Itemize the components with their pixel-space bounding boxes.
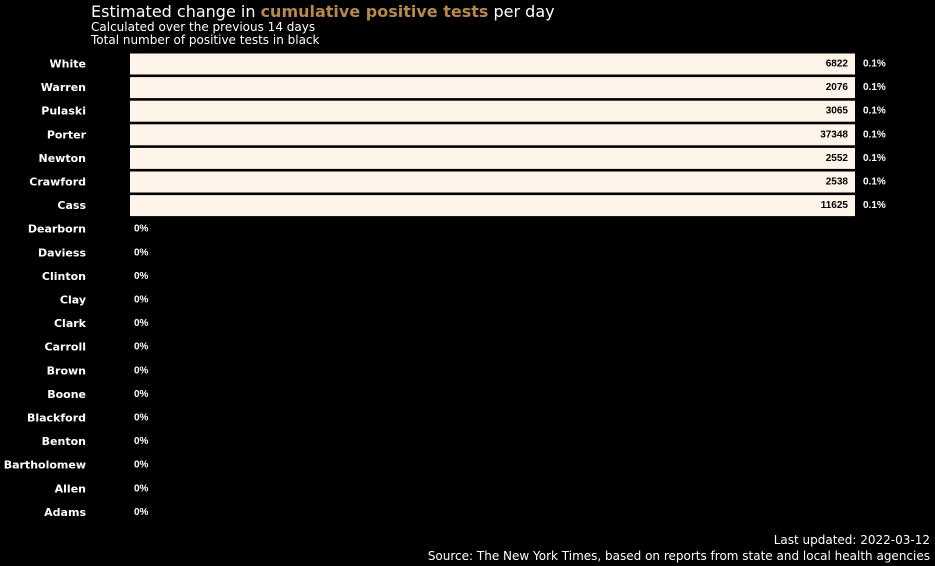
chart-subtitle-secondary: Total number of positive tests in black xyxy=(91,33,320,47)
category-label: Pulaski xyxy=(41,105,86,118)
category-label: Warren xyxy=(41,81,86,94)
value-label: 0% xyxy=(134,271,149,282)
value-label: 0% xyxy=(134,460,149,471)
category-label: Dearborn xyxy=(28,223,86,236)
value-label: 0% xyxy=(134,507,149,518)
category-label: Boone xyxy=(47,388,86,401)
bar xyxy=(130,77,855,99)
category-label: Crawford xyxy=(29,176,86,189)
value-label: 0% xyxy=(134,436,149,447)
value-label: 0.1% xyxy=(863,129,886,140)
category-label: Clark xyxy=(54,317,87,330)
value-label: 0% xyxy=(134,365,149,376)
bar xyxy=(130,195,855,217)
source-note: Source: The New York Times, based on rep… xyxy=(427,549,930,563)
category-label: White xyxy=(50,58,86,71)
total-label: 2538 xyxy=(826,177,849,188)
value-label: 0% xyxy=(134,295,149,306)
value-label: 0% xyxy=(134,318,149,329)
value-label: 0.1% xyxy=(863,177,886,188)
chart-subtitle: Calculated over the previous 14 days xyxy=(91,20,316,34)
chart-header: Estimated change in cumulative positive … xyxy=(91,2,555,47)
value-label: 0.1% xyxy=(863,153,886,164)
category-label: Bartholomew xyxy=(4,459,86,472)
category-label: Clay xyxy=(60,294,86,307)
chart-title: Estimated change in cumulative positive … xyxy=(91,2,555,21)
total-label: 6822 xyxy=(826,59,849,70)
value-label: 0.1% xyxy=(863,106,886,117)
category-label: Brown xyxy=(47,364,86,377)
category-label: Benton xyxy=(42,435,86,448)
title-suffix: per day xyxy=(488,2,555,21)
category-label: Daviess xyxy=(38,246,87,259)
category-label: Adams xyxy=(44,506,86,519)
category-label: Newton xyxy=(39,152,86,165)
category-label: Allen xyxy=(55,482,86,495)
category-label: Carroll xyxy=(45,341,86,354)
title-prefix: Estimated change in xyxy=(91,2,261,21)
total-label: 2076 xyxy=(826,82,849,93)
category-label: Clinton xyxy=(42,270,86,283)
value-label: 0% xyxy=(134,389,149,400)
category-label: Cass xyxy=(57,199,86,212)
total-label: 2552 xyxy=(826,153,849,164)
bar xyxy=(130,100,855,122)
value-label: 0.1% xyxy=(863,82,886,93)
value-label: 0% xyxy=(134,483,149,494)
title-highlight: cumulative positive tests xyxy=(260,2,489,21)
bar xyxy=(130,147,855,169)
chart-footer: Last updated: 2022-03-12 Source: The New… xyxy=(428,532,930,564)
value-label: 0% xyxy=(134,342,149,353)
category-label: Porter xyxy=(47,128,87,141)
value-label: 0% xyxy=(134,413,149,424)
bar xyxy=(130,124,855,146)
value-label: 0% xyxy=(134,247,149,258)
total-label: 11625 xyxy=(821,200,849,211)
total-label: 3065 xyxy=(826,106,849,117)
category-label: Blackford xyxy=(27,412,86,425)
value-label: 0.1% xyxy=(863,59,886,70)
last-updated: Last updated: 2022-03-12 xyxy=(773,533,930,547)
value-label: 0% xyxy=(134,224,149,235)
total-label: 37348 xyxy=(820,129,848,140)
value-label: 0.1% xyxy=(863,200,886,211)
bar xyxy=(130,53,855,75)
bar xyxy=(130,171,855,193)
